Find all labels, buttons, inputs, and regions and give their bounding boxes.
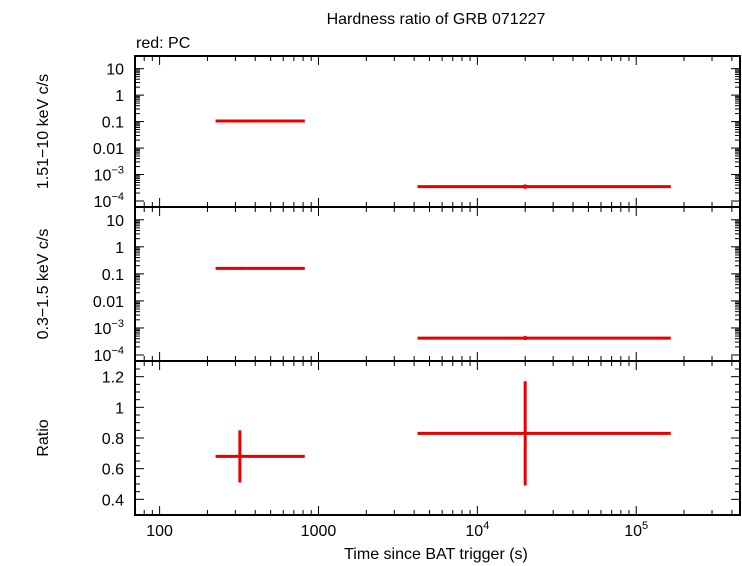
data-point [215,119,305,123]
y-tick-label: 10 [106,213,124,230]
data-point [215,430,305,483]
y-tick-label: 0.1 [102,115,124,132]
data-point [417,381,671,486]
data-point [417,184,671,189]
chart-title: Hardness ratio of GRB 071227 [327,11,546,28]
y-tick-label: 0.6 [102,462,124,479]
y-axis-label: 1.51−10 keV c/s [35,74,52,189]
x-tick-label: 1000 [301,523,337,540]
y-tick-label: 0.4 [102,492,124,509]
panel-frame [134,360,741,516]
y-tick-label: 1.2 [102,370,124,387]
data-point [215,266,305,270]
x-tick-label: 105 [624,520,648,540]
panel-2: 10 1 0.1 0.01 10−3 10−4 0.3−1.5 keV c/s [35,206,741,365]
y-tick-label: 1 [115,88,124,105]
y-tick-label: 0.1 [102,267,124,284]
data-point [417,336,671,340]
y-axis-label: Ratio [35,419,52,456]
y-tick-label: 10−3 [94,165,124,185]
plot-area: 10 1 0.1 0.01 10−3 10−4 1.51−10 keV c/s 10 1 0.1 0… [35,55,741,540]
x-tick-label: 104 [465,520,489,540]
y-tick-label: 0.01 [93,294,124,311]
y-tick-label: 10−3 [94,318,124,338]
y-tick-label: 1 [115,400,124,417]
panel-3: 1.2 1 0.8 0.6 0.4 Ratio [35,360,741,516]
x-axis-label: Time since BAT trigger (s) [344,546,528,563]
panel-1: 10 1 0.1 0.01 10−3 10−4 1.51−10 keV c/s [35,55,741,211]
y-tick-label: 10−4 [94,345,124,365]
y-axis-label: 0.3−1.5 keV c/s [35,229,52,340]
y-tick-label: 1 [115,240,124,257]
y-tick-label: 0.01 [93,141,124,158]
x-tick-label: 100 [146,523,173,540]
legend-label: red: PC [136,35,190,52]
y-tick-label: 10 [106,62,124,79]
y-tick-label: 10−4 [94,191,124,211]
y-tick-label: 0.8 [102,431,124,448]
panel-frame [134,55,741,208]
